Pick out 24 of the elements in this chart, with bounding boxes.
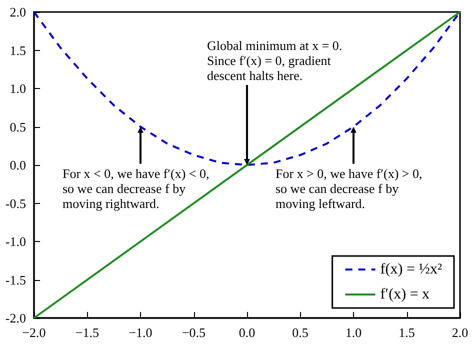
x-tick-label: 2.0 <box>452 325 468 340</box>
x-tick-label: 0.5 <box>292 325 308 340</box>
x-tick-label: 0.0 <box>238 325 256 340</box>
x-tick-label: −1.0 <box>128 325 152 340</box>
y-tick-label: -2.0 <box>5 310 26 326</box>
annotation: For x > 0, we have f′(x) > 0, so we can decrease f by moving leftward. <box>276 166 422 211</box>
line-series <box>33 11 461 166</box>
legend-label: f(x) = ½x² <box>380 262 443 278</box>
y-tick-label: -0.5 <box>5 196 26 211</box>
y-tick-label: 0.0 <box>10 158 26 172</box>
y-tick-label: -1.0 <box>5 234 26 249</box>
annotation: For x < 0, we have f′(x) < 0, so we can decrease f by moving rightward. <box>62 166 210 211</box>
y-tick-label: -1.5 <box>5 272 26 288</box>
x-tick-label: −0.5 <box>182 325 206 340</box>
annotation: Global minimum at x = 0. Since f′(x) = 0, gradient descent halts here. <box>207 38 342 83</box>
x-tick-label: −1.5 <box>75 325 100 340</box>
y-tick-label: 1.0 <box>10 81 26 96</box>
y-tick-label: 1.5 <box>10 42 26 58</box>
legend-label: f′(x) = x <box>380 286 430 302</box>
x-tick-label: 1.5 <box>398 325 415 340</box>
x-tick-label: 1.0 <box>345 325 362 340</box>
x-tick-label: −2.0 <box>22 325 46 340</box>
y-tick-label: 0.5 <box>10 119 26 134</box>
y-tick-label: 2.0 <box>10 4 26 20</box>
